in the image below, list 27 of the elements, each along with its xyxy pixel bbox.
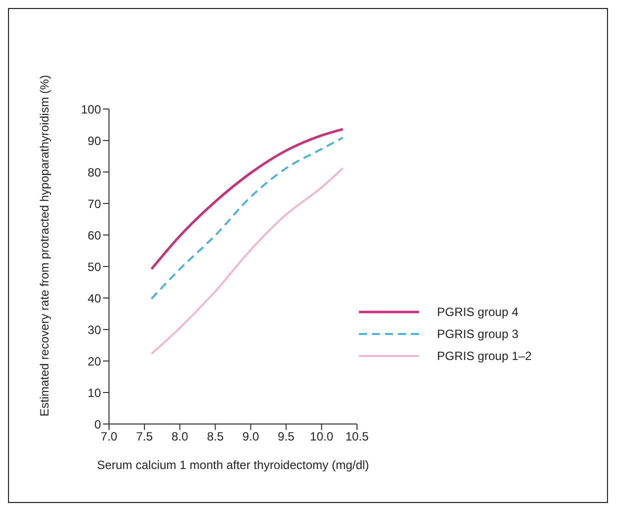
line-series [150, 136, 344, 300]
y-tick-label: 100 [80, 102, 102, 116]
x-tick-label: 8.0 [172, 430, 189, 444]
y-tick-label: 70 [88, 196, 102, 211]
x-tick-label: 9.5 [278, 430, 295, 444]
x-tick-label: 7.0 [100, 430, 118, 444]
x-axis-title: Serum calcium 1 month after thyroidectomy (mg/dl) [96, 458, 370, 472]
y-tick-label: 50 [88, 260, 102, 274]
x-tick-label: 9.0 [242, 430, 260, 444]
y-tick-label: 0 [94, 417, 102, 432]
x-tick-label: 10.5 [345, 430, 369, 444]
x-tick-label: 10.0 [310, 430, 334, 444]
y-axis-title: Estimated recovery rate from protracted hypoparathyroidism (%) [37, 75, 52, 416]
y-tick-label: 90 [88, 134, 102, 148]
legend-label: PGRIS group 3 [436, 327, 518, 341]
line-series [150, 167, 344, 355]
x-tick-label: 7.5 [136, 430, 154, 444]
y-tick-label: 10 [88, 386, 102, 400]
x-tick-label: 8.5 [206, 430, 224, 444]
y-tick-label: 80 [88, 165, 102, 180]
y-tick-label: 60 [88, 228, 102, 242]
y-tick-label: 20 [88, 354, 102, 368]
line-series [150, 128, 344, 270]
y-tick-label: 40 [88, 291, 102, 306]
y-tick-label: 30 [88, 322, 102, 337]
legend-label: PGRIS group 4 [436, 305, 518, 319]
legend-label: PGRIS group 1–2 [436, 349, 532, 363]
